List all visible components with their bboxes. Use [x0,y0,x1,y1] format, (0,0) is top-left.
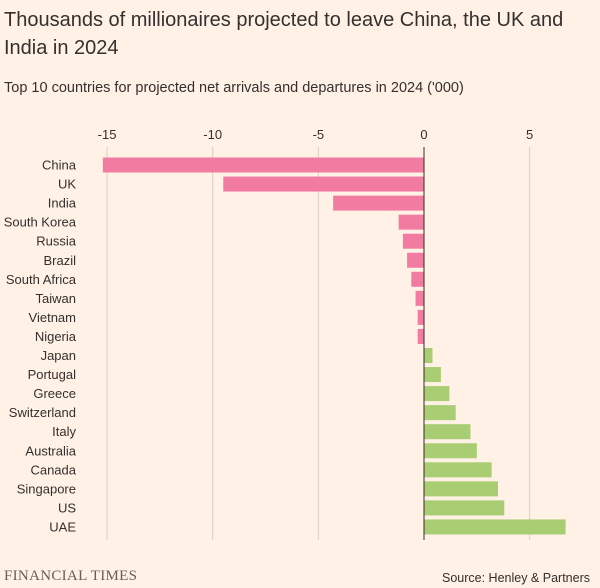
x-tick-labels: -15 -10 -5 0 5 [98,127,534,142]
bar-south-korea [398,214,424,230]
bar-china [102,157,424,173]
x-tick-label: -10 [203,127,222,142]
bar-portugal [424,367,441,383]
category-label: Vietnam [29,310,76,325]
x-tick-label: 0 [420,127,427,142]
category-label: UAE [49,519,76,534]
bar-south-africa [411,271,424,287]
source-note: Source: Henley & Partners [442,571,590,585]
category-label: Greece [33,386,76,401]
bar-switzerland [424,405,456,421]
bar-india [333,195,424,211]
category-label: Singapore [17,481,76,496]
bar-uae [424,519,566,535]
category-label: Australia [25,443,76,458]
bars [102,157,566,535]
category-label: South Korea [4,215,77,230]
category-label: Brazil [43,253,76,268]
ft-logo: FINANCIAL TIMES [4,568,138,584]
bar-vietnam [417,309,424,325]
category-label: China [42,158,77,173]
bar-uk [223,176,424,192]
category-label: US [58,500,76,515]
category-label: Italy [52,424,76,439]
bar-canada [424,462,492,478]
category-label: Taiwan [36,291,76,306]
category-label: India [48,196,77,211]
bar-australia [424,443,477,459]
category-label: UK [58,177,76,192]
category-label: South Africa [6,272,77,287]
bar-italy [424,424,471,440]
chart-title: Thousands of millionaires projected to l… [4,9,564,59]
category-label: Nigeria [35,329,77,344]
bar-us [424,500,505,516]
bar-brazil [407,252,424,268]
category-label: Japan [41,348,76,363]
category-label: Russia [36,234,77,249]
bar-singapore [424,481,498,497]
bar-taiwan [415,290,424,306]
bar-nigeria [417,328,424,344]
category-label: Canada [30,462,76,477]
x-tick-label: -15 [98,127,117,142]
x-tick-label: -5 [313,127,325,142]
bar-russia [402,233,424,249]
chart-subtitle: Top 10 countries for projected net arriv… [4,80,464,96]
category-label: Switzerland [9,405,76,420]
bar-chart: -15 -10 -5 0 5 China UK India South Korea Russia… [4,127,566,540]
category-labels: China UK India South Korea Russia Brazil South… [4,158,77,535]
grid-layer [106,147,531,540]
category-label: Portugal [28,367,77,382]
x-tick-label: 5 [526,127,533,142]
bar-japan [424,348,433,363]
bar-greece [424,386,450,402]
